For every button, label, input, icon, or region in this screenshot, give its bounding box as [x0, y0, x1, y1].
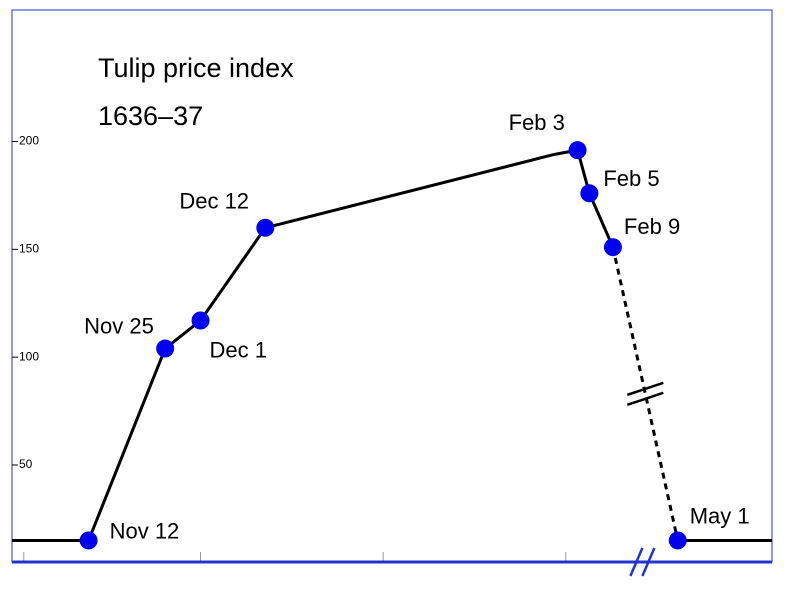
line-segment	[587, 192, 615, 248]
point-label: Nov 12	[110, 518, 180, 543]
point-label: Dec 12	[179, 189, 249, 214]
data-point	[580, 184, 599, 203]
y-tick-label: 200	[19, 134, 39, 148]
point-label: Feb 9	[624, 214, 680, 239]
point-label: Nov 25	[84, 313, 154, 338]
line-segment	[87, 347, 167, 541]
point-label: Dec 1	[210, 337, 267, 362]
data-point	[256, 218, 275, 237]
point-label: Feb 3	[509, 110, 565, 135]
chart-subtitle: 1636–37	[98, 101, 203, 131]
plot-frame	[11, 9, 773, 563]
line-break-mark	[626, 391, 664, 406]
axis-break-mark	[641, 547, 656, 577]
y-tick-label: 150	[19, 242, 39, 256]
data-point	[156, 339, 175, 358]
y-tick-label: 50	[19, 457, 33, 471]
data-point	[668, 531, 687, 550]
data-point	[191, 311, 210, 330]
chart-title: Tulip price index	[98, 53, 294, 83]
line-segment-dashed	[611, 246, 680, 541]
point-label: May 1	[690, 503, 750, 528]
line-segment	[199, 226, 267, 322]
data-point	[603, 238, 622, 257]
data-point	[79, 531, 98, 550]
line-break-mark	[626, 381, 664, 396]
axis-break-mark	[629, 547, 644, 577]
line-segment	[264, 153, 555, 230]
point-label: Feb 5	[603, 166, 659, 191]
y-tick-label: 100	[19, 349, 39, 363]
data-point	[568, 141, 587, 160]
